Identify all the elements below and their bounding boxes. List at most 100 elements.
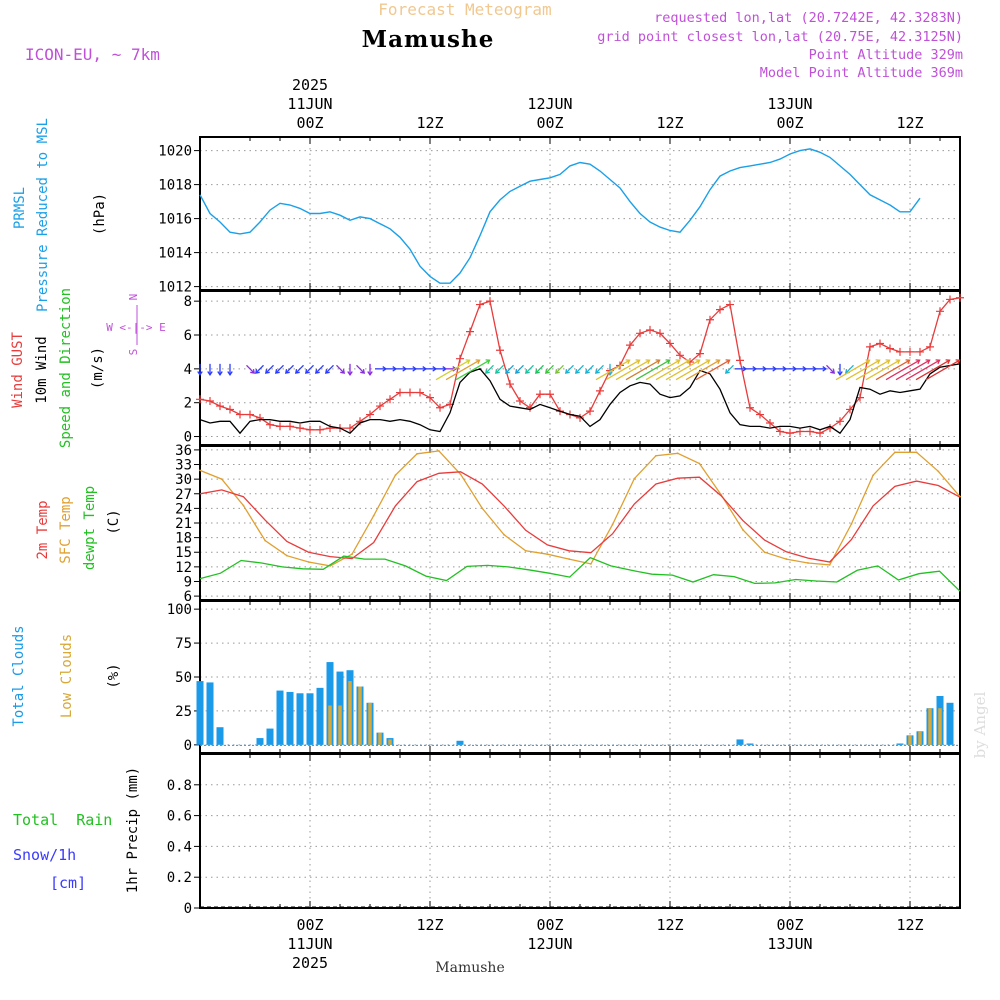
wind-arrow-shaft xyxy=(895,359,930,381)
wind-arrow-head xyxy=(905,359,911,365)
wind-arrow-shaft xyxy=(675,359,710,381)
wind-arrow-head xyxy=(504,368,510,374)
wind-arrow xyxy=(685,359,721,381)
wind-arrow-head xyxy=(695,359,701,365)
sfc-temp-dot xyxy=(655,454,657,457)
gust-marker xyxy=(936,307,944,316)
gust-marker xyxy=(916,347,924,356)
wind-arrow xyxy=(405,366,418,372)
wind-arrow xyxy=(524,364,534,374)
wind-arrow-shaft xyxy=(826,364,835,374)
wind-arrow xyxy=(855,359,891,381)
y-tick-label: 2 xyxy=(184,396,192,412)
total-clouds-bar xyxy=(216,727,224,745)
y-tick-label: 0.4 xyxy=(167,839,192,855)
wind-arrow xyxy=(356,364,366,374)
wind-arrow xyxy=(435,366,448,372)
gust-marker xyxy=(246,410,254,419)
wind-arrow xyxy=(695,359,731,381)
gust-marker xyxy=(426,393,434,402)
wind-arrow xyxy=(445,359,481,381)
wind-arrow xyxy=(785,366,798,372)
wind-arrow-shaft xyxy=(915,359,950,381)
wind-arrow xyxy=(905,359,941,381)
time-label-bottom: 00Z xyxy=(776,916,803,934)
wind-arrow-shaft xyxy=(336,364,345,374)
time-label-top: 00Z xyxy=(536,114,563,132)
wind-arrow xyxy=(665,359,701,381)
wind-arrow-head xyxy=(625,359,631,365)
gust-marker xyxy=(836,417,844,426)
gust-marker xyxy=(766,419,774,427)
y-tick-label: 100 xyxy=(167,602,192,618)
total-clouds-bar xyxy=(456,740,464,745)
point-altitude: Point Altitude 329m xyxy=(809,47,963,63)
wind-arrow xyxy=(217,363,223,376)
wind-arrow xyxy=(724,364,734,374)
wind-arrow-head xyxy=(264,368,270,374)
wind-arrow xyxy=(264,364,274,374)
wind-arrow-head xyxy=(584,368,590,374)
wind-arrow xyxy=(284,364,294,374)
requested-location: requested lon,lat (20.7242E, 42.3283N) xyxy=(654,10,963,26)
sfc-temp-dot xyxy=(437,449,440,452)
wind-arrow xyxy=(805,366,818,372)
gust-marker xyxy=(546,390,554,399)
wind-arrow-shaft xyxy=(325,364,334,374)
total-clouds-bar xyxy=(256,738,264,745)
gust-marker xyxy=(276,422,284,431)
gust-marker xyxy=(726,300,734,309)
watermark: by Angel xyxy=(971,691,989,758)
gust-marker xyxy=(286,422,294,431)
t2m-label: 2m Temp xyxy=(35,500,51,559)
sfc-temp-dot xyxy=(589,563,592,565)
wind-arrow-shaft xyxy=(315,364,324,374)
wind-arrow xyxy=(765,366,778,372)
time-label-top: 13JUN xyxy=(767,95,812,113)
pressure-line xyxy=(199,148,921,284)
grid-point-location: grid point closest lon,lat (20.75E, 42.3… xyxy=(597,29,963,45)
wind-arrow xyxy=(675,359,711,381)
wind-arrow xyxy=(347,363,353,376)
model-altitude: Model Point Altitude 369m xyxy=(760,65,963,81)
wind-arrow-head xyxy=(645,359,651,365)
wind-arrow-head xyxy=(665,359,671,365)
wind-arrow-shaft xyxy=(515,364,524,374)
wind-arrow-shaft xyxy=(845,364,854,374)
snow-unit: [cm] xyxy=(50,874,86,892)
gust-marker xyxy=(206,397,214,405)
y-tick-label: 0.2 xyxy=(167,870,192,886)
low-clouds-bar xyxy=(928,708,932,745)
y-tick-label: 36 xyxy=(175,443,192,459)
wind-arrow xyxy=(625,359,661,381)
sfc-temp-dot xyxy=(372,514,375,517)
time-label-bottom: 2025 xyxy=(292,954,328,972)
gust-marker xyxy=(496,346,504,355)
wind-arrow xyxy=(544,364,554,374)
wind-arrow xyxy=(435,359,471,381)
gust-marker xyxy=(456,354,464,363)
wind-arrow xyxy=(745,366,758,372)
gust-marker xyxy=(486,297,494,306)
wind-arrow xyxy=(395,366,408,372)
gust-marker xyxy=(656,329,664,338)
prmsl-desc-label: Pressure Reduced to MSL xyxy=(35,118,51,312)
sfc-temp-dot xyxy=(503,533,505,536)
wind-arrow-head xyxy=(514,368,520,374)
wind-arrow-shaft xyxy=(495,364,504,374)
wind-arrow xyxy=(534,364,544,374)
sfc-temp-dot xyxy=(850,523,853,525)
wind-arrow-head xyxy=(724,368,730,374)
y-tick-label: 0.8 xyxy=(167,778,192,794)
y-tick-label: 1018 xyxy=(158,178,192,194)
wind-arrow-head xyxy=(284,368,290,374)
temp-unit: (C) xyxy=(106,509,122,534)
wind-arrow-shaft xyxy=(285,364,294,374)
wind-arrow-shaft xyxy=(525,364,534,374)
wind-arrow-head xyxy=(574,368,580,374)
model-label: ICON-EU, ~ 7km xyxy=(25,45,160,64)
gust-marker xyxy=(706,315,714,324)
wind-arrow xyxy=(835,359,871,381)
y-tick-label: 27 xyxy=(175,487,192,503)
sfc-temp-dot xyxy=(524,549,527,552)
